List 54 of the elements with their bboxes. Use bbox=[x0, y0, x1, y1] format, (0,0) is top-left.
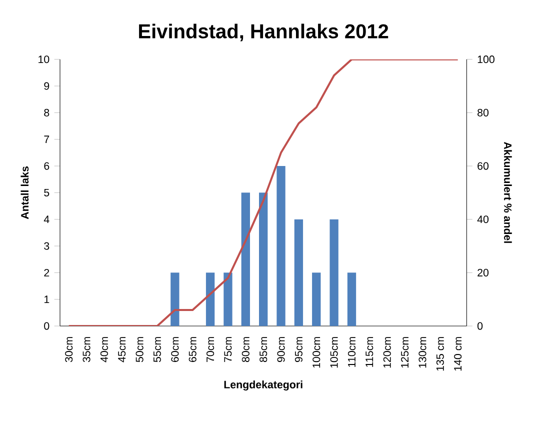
x-tick-label: 65cm bbox=[188, 337, 196, 362]
bar bbox=[170, 272, 180, 326]
y-tick-label: 8 bbox=[44, 108, 50, 116]
y2-tick-label: 40 bbox=[477, 216, 489, 224]
x-tick-label: 30cm bbox=[65, 337, 73, 362]
y-tick-label: 6 bbox=[44, 162, 50, 170]
y-tick-label: 1 bbox=[44, 296, 50, 304]
x-tick-label: 105cm bbox=[330, 337, 338, 368]
x-tick-label: 140 cm bbox=[454, 337, 462, 371]
y-axis-title: Antall laks bbox=[20, 166, 29, 220]
x-tick-label: 115cm bbox=[366, 337, 374, 367]
x-axis-title: Lengdekategori bbox=[224, 380, 302, 391]
x-tick-label: 40cm bbox=[100, 337, 108, 362]
x-tick-label: 135 cm bbox=[436, 337, 444, 371]
y2-tick-label: 80 bbox=[478, 108, 489, 116]
y-tick-label: 9 bbox=[44, 82, 50, 90]
x-tick-label: 110cm bbox=[348, 337, 356, 367]
x-tick-label: 55cm bbox=[154, 337, 161, 362]
x-tick-label: 90cm bbox=[277, 337, 285, 362]
chart-title: Eivindstad, Hannlaks 2012 bbox=[139, 24, 388, 42]
x-tick-label: 80cm bbox=[242, 337, 250, 362]
x-tick-label: 70cm bbox=[206, 337, 214, 362]
x-tick-label: 95cm bbox=[294, 337, 302, 362]
bar bbox=[294, 219, 304, 326]
bar bbox=[347, 272, 356, 326]
bar bbox=[206, 272, 215, 326]
x-tick-label: 130cm bbox=[418, 337, 426, 368]
y-tick-label: 0 bbox=[44, 322, 50, 330]
y-tick-label: 2 bbox=[44, 268, 50, 276]
x-tick-label: 125cm bbox=[401, 337, 409, 368]
y-tick-label: 7 bbox=[44, 136, 50, 144]
bar bbox=[224, 272, 232, 326]
bar bbox=[241, 192, 250, 326]
x-tick-label: 45cm bbox=[118, 337, 126, 362]
y2-axis-title: Akkumulert % andel bbox=[504, 142, 512, 243]
y2-tick-label: 20 bbox=[478, 268, 489, 276]
bar bbox=[259, 192, 268, 326]
x-tick-label: 75cm bbox=[224, 337, 232, 362]
y2-tick-label: 100 bbox=[478, 56, 494, 64]
bar bbox=[276, 166, 286, 326]
x-tick-label: 35cm bbox=[82, 337, 90, 362]
x-tick-label: 50cm bbox=[136, 337, 144, 362]
bar bbox=[312, 272, 321, 326]
y-tick-label: 3 bbox=[44, 242, 50, 250]
y-tick-label: 10 bbox=[38, 56, 50, 64]
bar bbox=[330, 219, 338, 326]
y-tick-label: 4 bbox=[44, 216, 50, 224]
x-tick-label: 85cm bbox=[260, 337, 268, 362]
x-tick-label: 100cm bbox=[312, 337, 320, 368]
x-tick-label: 60cm bbox=[171, 337, 179, 362]
y-tick-label: 5 bbox=[44, 188, 50, 196]
x-tick-label: 120cm bbox=[383, 337, 391, 368]
y2-tick-label: 0 bbox=[477, 322, 483, 330]
y2-tick-label: 60 bbox=[478, 162, 489, 170]
